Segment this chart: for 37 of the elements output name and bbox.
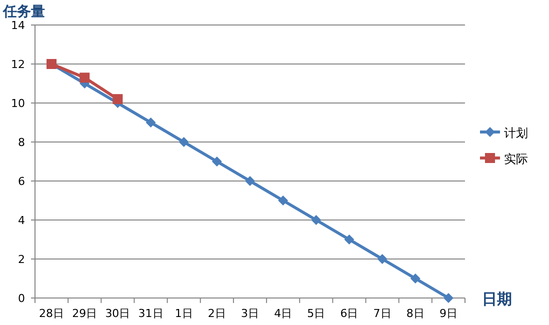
x-axis-title: 日期 [482,290,512,308]
y-tick-label: 12 [11,58,25,71]
point [311,215,322,225]
x-tick-label: 9日 [439,307,458,320]
x-tick-label: 7日 [373,307,392,320]
y-tick-label: 8 [18,136,25,149]
point [245,176,255,186]
x-tick-label: 31日 [138,307,164,320]
x-tick-label: 8日 [406,307,424,320]
point [178,137,189,147]
x-tick-label: 6日 [340,307,358,320]
y-tick-label: 2 [18,253,25,266]
point [278,196,288,206]
x-tick-label: 3日 [241,307,259,320]
point [80,72,90,83]
point [410,274,420,284]
y-tick-label: 0 [18,292,25,305]
x-tick-label: 28日 [39,307,64,320]
x-tick-label: 5日 [307,307,326,320]
point [146,118,156,128]
point [112,94,123,104]
y-tick-label: 14 [11,19,25,32]
x-tick-label: 1日 [174,307,193,320]
point [443,293,454,303]
point [212,156,222,166]
y-tick-label: 4 [18,214,25,227]
x-tick-label: 29日 [72,307,98,320]
y-tick-label: 10 [11,97,25,110]
point [344,234,354,244]
point [377,254,388,264]
legend-label: 实际 [504,152,528,166]
x-tick-label: 30日 [105,307,130,320]
x-tick-label: 4日 [274,307,292,320]
y-axis-title: 任务量 [2,4,45,20]
x-tick-label: 2日 [208,307,226,320]
legend-label: 计划 [504,126,528,140]
y-tick-label: 6 [18,175,25,188]
